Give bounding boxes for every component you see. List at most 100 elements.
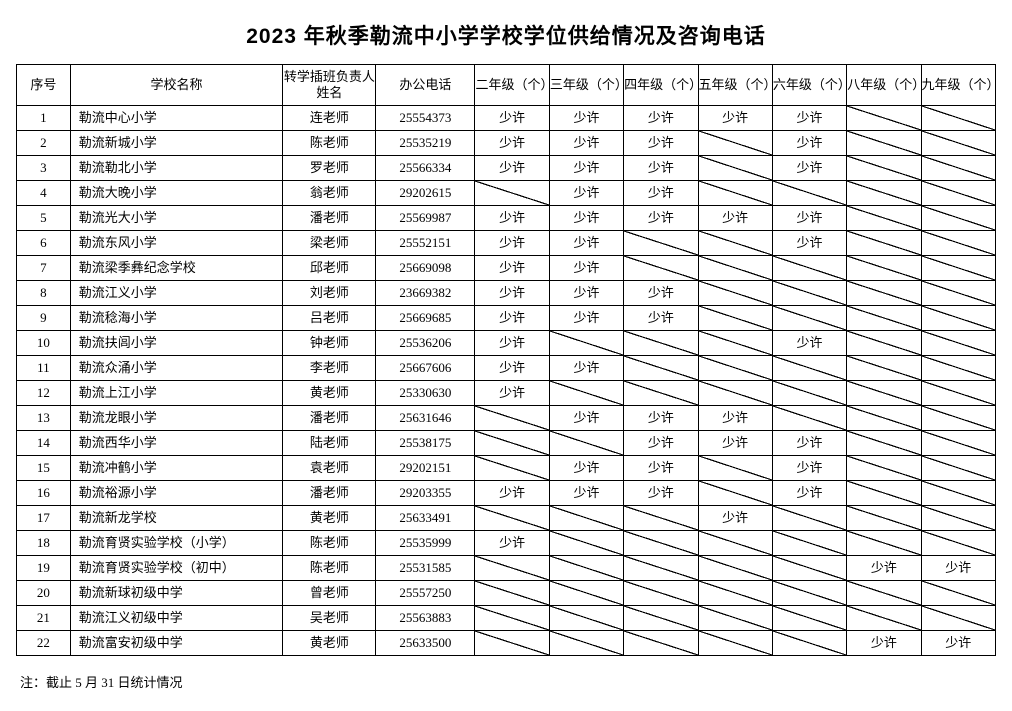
cell-g8 [847, 156, 921, 181]
cell-g6 [772, 381, 846, 406]
cell-g6 [772, 406, 846, 431]
cell-g8 [847, 481, 921, 506]
cell-g2: 少许 [475, 206, 549, 231]
cell-school: 勒流中心小学 [70, 106, 283, 131]
cell-g4: 少许 [624, 156, 698, 181]
cell-phone: 25552151 [376, 231, 475, 256]
cell-g4 [624, 381, 698, 406]
cell-phone: 29203355 [376, 481, 475, 506]
cell-g4 [624, 331, 698, 356]
cell-g4: 少许 [624, 456, 698, 481]
cell-g3: 少许 [549, 281, 623, 306]
cell-g8 [847, 606, 921, 631]
cell-g8 [847, 206, 921, 231]
cell-g5: 少许 [698, 406, 772, 431]
cell-g5 [698, 481, 772, 506]
table-row: 6勒流东风小学梁老师25552151少许少许少许 [17, 231, 996, 256]
table-row: 11勒流众涌小学李老师25667606少许少许 [17, 356, 996, 381]
cell-g8: 少许 [847, 556, 921, 581]
table-row: 16勒流裕源小学潘老师29203355少许少许少许少许 [17, 481, 996, 506]
cell-school: 勒流众涌小学 [70, 356, 283, 381]
cell-g5 [698, 531, 772, 556]
table-body: 1勒流中心小学连老师25554373少许少许少许少许少许2勒流新城小学陈老师25… [17, 106, 996, 656]
cell-g6 [772, 281, 846, 306]
cell-person: 钟老师 [283, 331, 376, 356]
cell-g5 [698, 356, 772, 381]
cell-phone: 29202151 [376, 456, 475, 481]
cell-seq: 7 [17, 256, 71, 281]
cell-school: 勒流裕源小学 [70, 481, 283, 506]
cell-phone: 25566334 [376, 156, 475, 181]
cell-g8 [847, 531, 921, 556]
cell-phone: 25536206 [376, 331, 475, 356]
cell-g9 [921, 206, 995, 231]
cell-g6: 少许 [772, 206, 846, 231]
table-row: 4勒流大晚小学翁老师29202615少许少许 [17, 181, 996, 206]
cell-seq: 17 [17, 506, 71, 531]
cell-phone: 25531585 [376, 556, 475, 581]
cell-g3: 少许 [549, 306, 623, 331]
cell-g3 [549, 606, 623, 631]
cell-g6 [772, 581, 846, 606]
table-row: 3勒流勒北小学罗老师25566334少许少许少许少许 [17, 156, 996, 181]
cell-g5 [698, 131, 772, 156]
cell-seq: 13 [17, 406, 71, 431]
cell-g4: 少许 [624, 181, 698, 206]
footnote: 注：截止 5 月 31 日统计情况 [16, 672, 996, 691]
cell-school: 勒流龙眼小学 [70, 406, 283, 431]
col-g5: 五年级（个） [698, 65, 772, 106]
col-person: 转学插班负责人姓名 [283, 65, 376, 106]
cell-g5 [698, 281, 772, 306]
cell-g4 [624, 581, 698, 606]
cell-g3: 少许 [549, 456, 623, 481]
cell-g8 [847, 381, 921, 406]
cell-g3: 少许 [549, 131, 623, 156]
cell-g9 [921, 231, 995, 256]
cell-g8 [847, 106, 921, 131]
cell-school: 勒流新城小学 [70, 131, 283, 156]
table-row: 12勒流上江小学黄老师25330630少许 [17, 381, 996, 406]
cell-g2: 少许 [475, 481, 549, 506]
cell-g5 [698, 231, 772, 256]
cell-g9 [921, 506, 995, 531]
cell-seq: 19 [17, 556, 71, 581]
cell-g3 [549, 581, 623, 606]
cell-g2: 少许 [475, 156, 549, 181]
cell-seq: 21 [17, 606, 71, 631]
cell-seq: 22 [17, 631, 71, 656]
cell-g3: 少许 [549, 181, 623, 206]
cell-g2: 少许 [475, 131, 549, 156]
cell-g8 [847, 181, 921, 206]
cell-g4 [624, 256, 698, 281]
cell-school: 勒流光大小学 [70, 206, 283, 231]
cell-person: 袁老师 [283, 456, 376, 481]
cell-g6 [772, 531, 846, 556]
cell-phone: 25631646 [376, 406, 475, 431]
cell-g8 [847, 431, 921, 456]
cell-phone: 25535999 [376, 531, 475, 556]
cell-seq: 16 [17, 481, 71, 506]
cell-g5 [698, 331, 772, 356]
cell-school: 勒流勒北小学 [70, 156, 283, 181]
table-row: 2勒流新城小学陈老师25535219少许少许少许少许 [17, 131, 996, 156]
table-row: 10勒流扶闾小学钟老师25536206少许少许 [17, 331, 996, 356]
cell-person: 黄老师 [283, 631, 376, 656]
cell-g2: 少许 [475, 356, 549, 381]
cell-seq: 20 [17, 581, 71, 606]
cell-school: 勒流育贤实验学校（小学） [70, 531, 283, 556]
cell-school: 勒流东风小学 [70, 231, 283, 256]
table-row: 17勒流新龙学校黄老师25633491少许 [17, 506, 996, 531]
cell-g8 [847, 131, 921, 156]
cell-school: 勒流育贤实验学校（初中） [70, 556, 283, 581]
cell-g5 [698, 631, 772, 656]
col-seq: 序号 [17, 65, 71, 106]
cell-person: 黄老师 [283, 506, 376, 531]
cell-person: 连老师 [283, 106, 376, 131]
cell-phone: 25669098 [376, 256, 475, 281]
cell-g9 [921, 606, 995, 631]
cell-person: 吕老师 [283, 306, 376, 331]
cell-school: 勒流新龙学校 [70, 506, 283, 531]
cell-g3 [549, 531, 623, 556]
cell-g2 [475, 556, 549, 581]
cell-g5 [698, 381, 772, 406]
